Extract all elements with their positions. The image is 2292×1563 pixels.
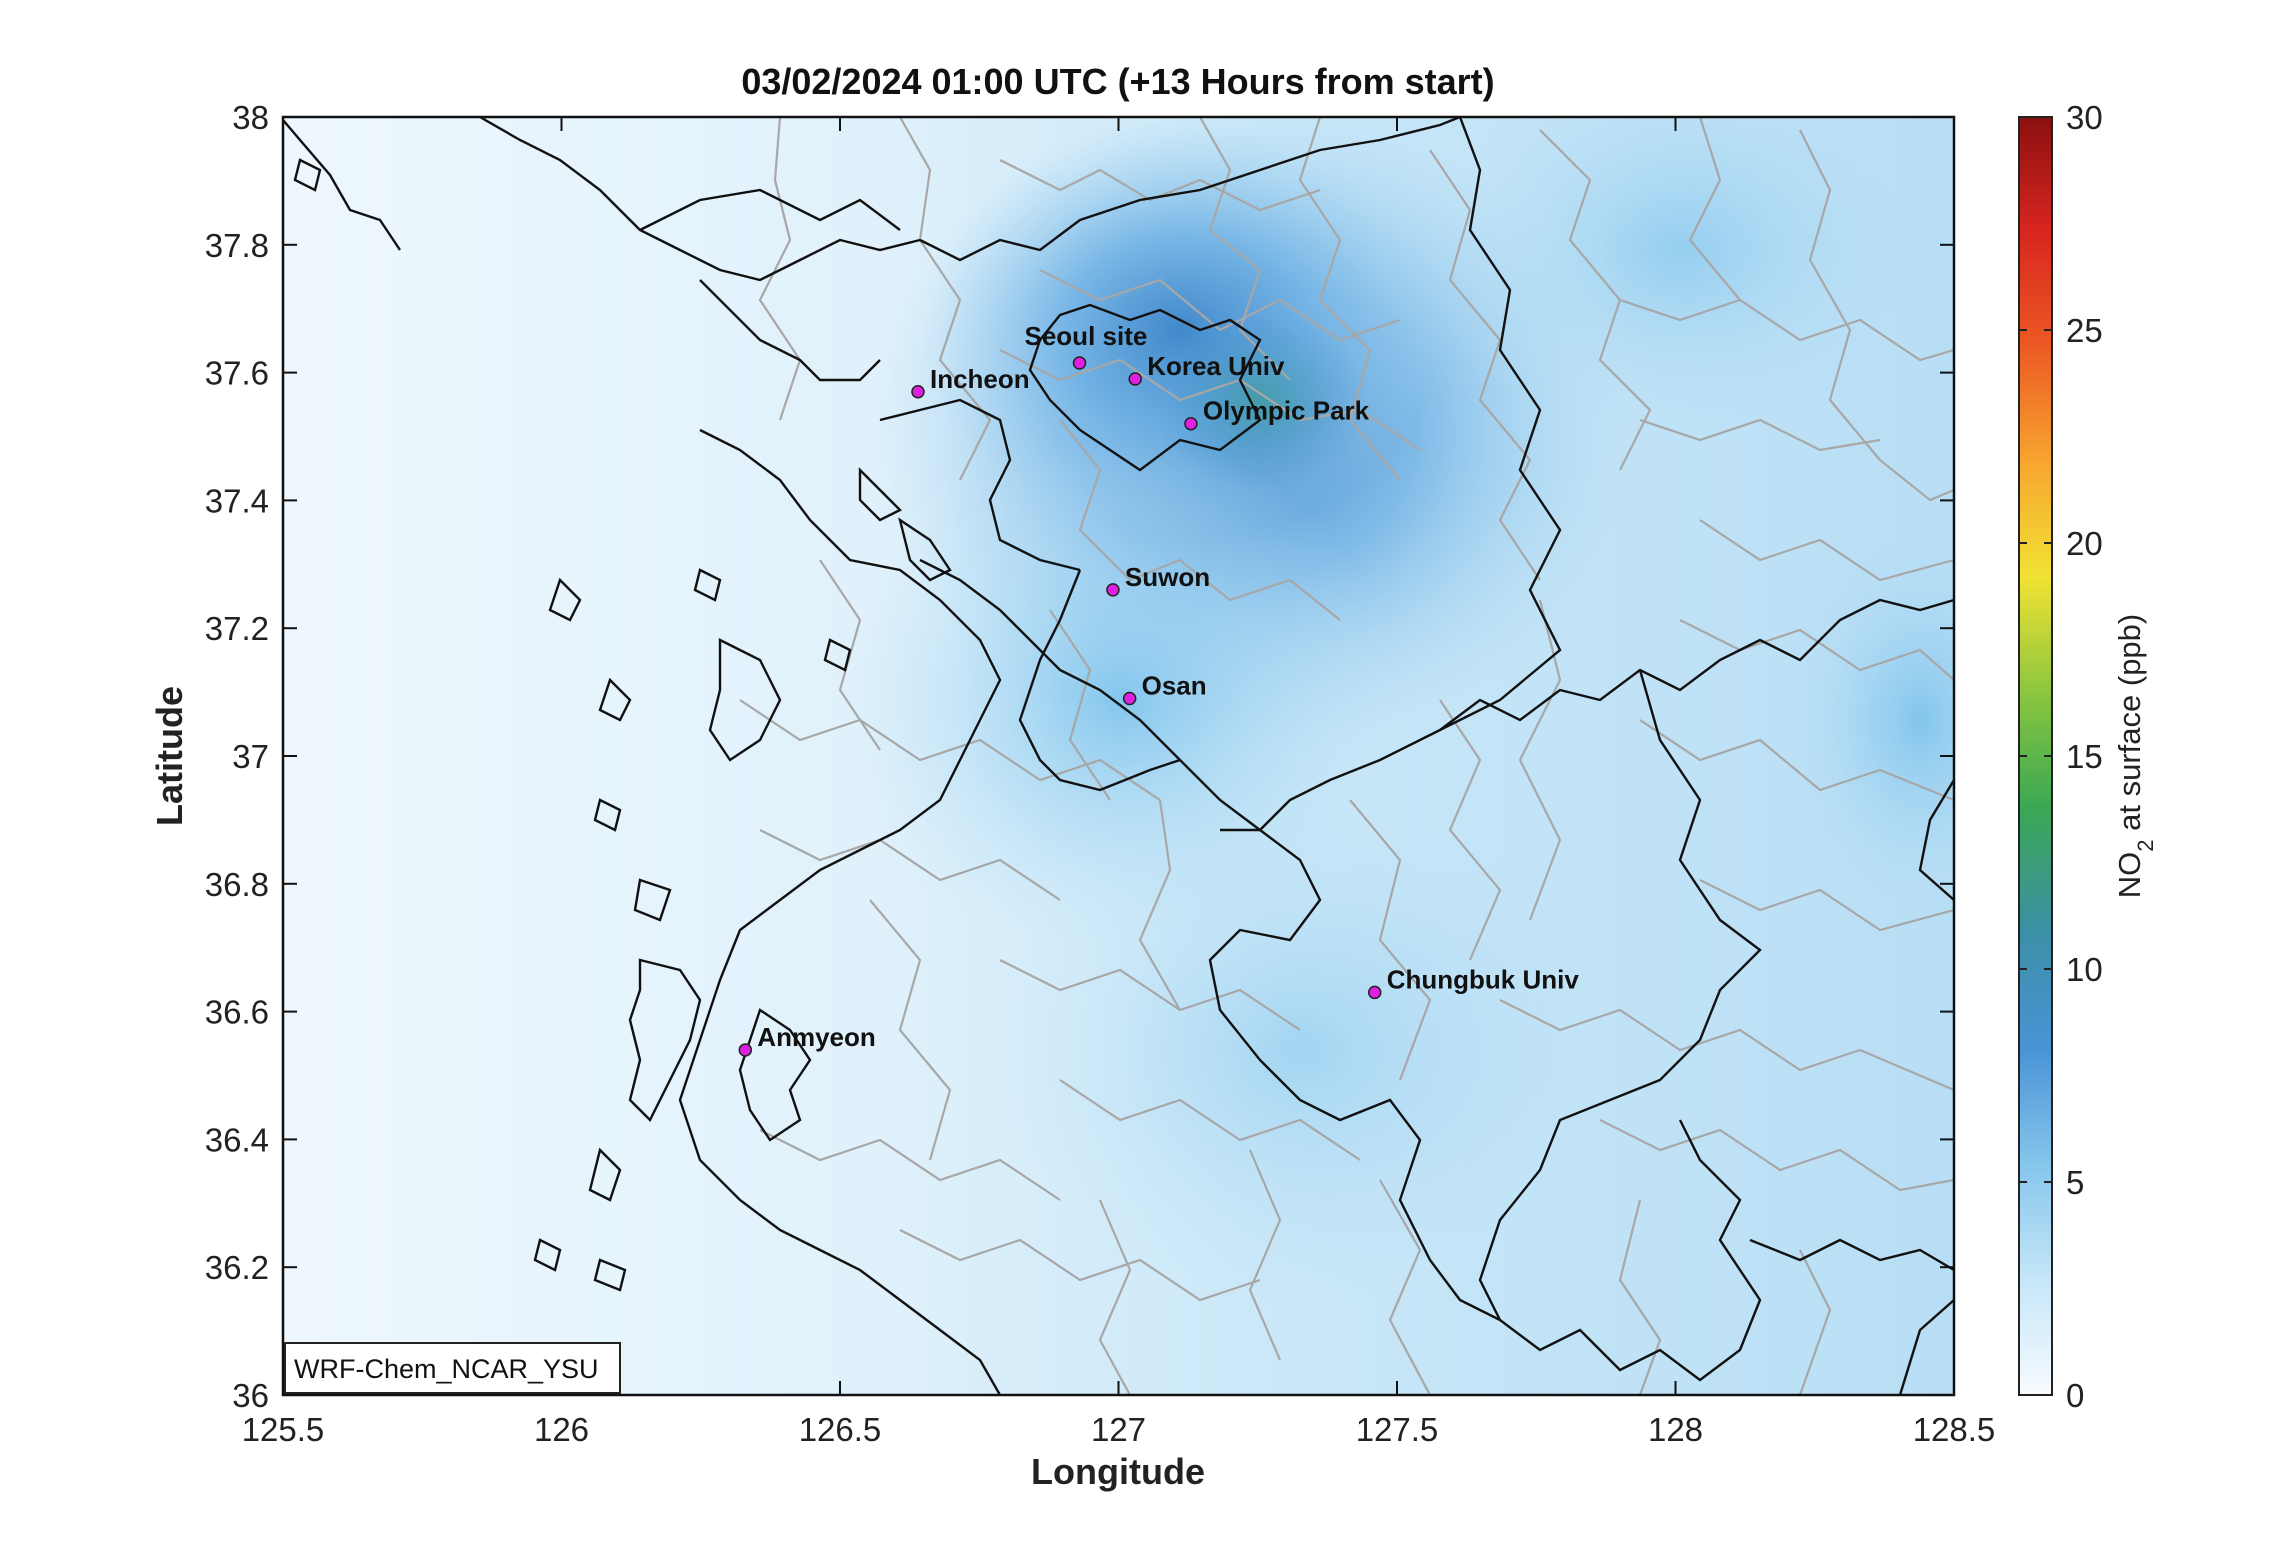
x-tick-label: 127 — [1091, 1411, 1146, 1448]
site-label: Olympic Park — [1203, 396, 1370, 426]
colorbar-tick-label: 10 — [2066, 951, 2103, 988]
x-tick-label: 128.5 — [1913, 1411, 1996, 1448]
y-axis-label: Latitude — [149, 686, 190, 826]
y-tick-label: 37.2 — [205, 610, 269, 647]
y-tick-label: 36.8 — [205, 866, 269, 903]
x-axis-ticks: 125.5 126 126.5 127 127.5 128 128.5 — [242, 117, 1996, 1448]
y-tick-label: 36.4 — [205, 1121, 269, 1158]
site-label: Chungbuk Univ — [1387, 964, 1580, 994]
colorbar-label: NO2 at surface (ppb) — [2112, 614, 2158, 898]
x-tick-label: 125.5 — [242, 1411, 325, 1448]
site-label: Osan — [1142, 670, 1207, 700]
site-marker — [1128, 372, 1142, 386]
site-label: Korea Univ — [1147, 351, 1285, 381]
y-tick-label: 38 — [232, 99, 269, 136]
x-tick-label: 127.5 — [1356, 1411, 1439, 1448]
y-tick-label: 37.8 — [205, 227, 269, 264]
site-marker — [911, 385, 925, 399]
site-label: Anmyeon — [757, 1022, 875, 1052]
site-marker — [1072, 356, 1087, 370]
site-marker — [1367, 985, 1382, 1000]
y-tick-label: 37 — [232, 738, 269, 775]
colorbar-ticks: 0 5 10 15 20 25 30 — [2019, 99, 2103, 1414]
site-label: Suwon — [1125, 562, 1210, 592]
site-label: Incheon — [930, 364, 1030, 394]
y-tick-label: 37.4 — [205, 482, 269, 519]
colorbar-tick-label: 25 — [2066, 312, 2103, 349]
colorbar-tick-label: 15 — [2066, 738, 2103, 775]
site-marker — [738, 1043, 753, 1057]
y-axis-ticks: 38 37.8 37.6 37.4 37.2 37 36.8 36.6 36.4 36.2 36 — [205, 99, 1954, 1414]
x-tick-label: 126.5 — [799, 1411, 882, 1448]
district-boundaries — [739, 117, 1954, 1395]
site-marker — [1106, 583, 1120, 597]
colorbar-tick-label: 30 — [2066, 99, 2103, 136]
model-label-box: WRF-Chem_NCAR_YSU — [284, 1342, 621, 1394]
y-tick-label: 36.6 — [205, 994, 269, 1031]
concentration-field — [283, 117, 1954, 1395]
colorbar-tick-label: 5 — [2066, 1164, 2084, 1201]
colorbar: 0 5 10 15 20 25 30 NO2 at surface (ppb) — [2018, 99, 2158, 1414]
coastline-and-province-boundaries — [283, 117, 1954, 1395]
x-tick-label: 128 — [1648, 1411, 1703, 1448]
x-tick-label: 126 — [534, 1411, 589, 1448]
colorbar-tick-label: 0 — [2066, 1377, 2084, 1414]
site-marker — [1122, 691, 1137, 706]
y-tick-label: 36 — [232, 1377, 269, 1414]
y-tick-label: 36.2 — [205, 1249, 269, 1286]
y-tick-label: 37.6 — [205, 355, 269, 392]
model-label: WRF-Chem_NCAR_YSU — [294, 1354, 599, 1384]
colorbar-tick-label: 20 — [2066, 525, 2103, 562]
site-marker — [1184, 416, 1198, 431]
site-label: Seoul site — [1025, 321, 1148, 351]
figure-title: 03/02/2024 01:00 UTC (+13 Hours from sta… — [741, 61, 1494, 102]
x-axis-label: Longitude — [1031, 1451, 1205, 1492]
